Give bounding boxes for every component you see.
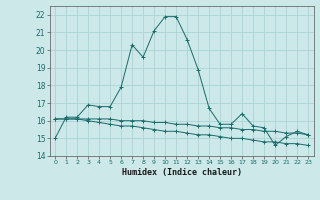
- X-axis label: Humidex (Indice chaleur): Humidex (Indice chaleur): [122, 168, 242, 177]
